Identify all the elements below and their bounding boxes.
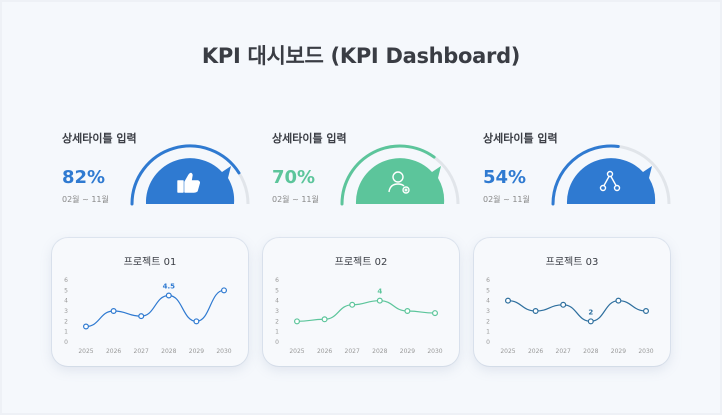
- y-tick-label: 5: [64, 287, 68, 294]
- line-chart: 0 1 2 3 4 5 6 2025 2026 2027 2028 2029 2030 4: [275, 277, 443, 355]
- x-tick-label: 2028: [161, 348, 176, 355]
- y-tick-label: 1: [275, 329, 279, 336]
- project-card-1: 프로젝트 01 0 1 2 3 4 5 6 2025 2026 2027 2028 2029 2030 4…: [52, 238, 248, 366]
- kpi-widget-3: 상세타이틀 입력 54% 02월 ~ 11월: [483, 122, 703, 212]
- data-point: [83, 323, 90, 330]
- y-tick-label: 4: [275, 298, 279, 305]
- kpi-widget-1: 상세타이틀 입력 82% 02월 ~ 11월: [62, 122, 282, 212]
- gauge-progress-arc: [130, 144, 241, 206]
- x-tick-label: 2027: [556, 348, 571, 355]
- y-tick-label: 1: [64, 329, 68, 336]
- x-tick-label: 2026: [317, 348, 332, 355]
- x-tick-label: 2026: [106, 348, 121, 355]
- series-line: [296, 300, 436, 322]
- x-tick-label: 2029: [400, 348, 415, 355]
- chart-title: 프로젝트 02: [334, 257, 388, 268]
- kpi-subtitle: 상세타이틀 입력: [483, 132, 558, 145]
- y-tick-label: 6: [275, 277, 279, 284]
- kpi-widget-2: 상세타이틀 입력 70% 02월 ~ 11월: [272, 122, 492, 212]
- y-tick-label: 2: [275, 318, 279, 325]
- line-chart: 0 1 2 3 4 5 6 2025 2026 2027 2028 2029 2030 2: [486, 277, 654, 355]
- data-point: [643, 307, 650, 314]
- y-tick-label: 2: [486, 318, 490, 325]
- x-tick-label: 2027: [134, 348, 149, 355]
- y-tick-label: 5: [275, 287, 279, 294]
- x-tick-label: 2027: [345, 348, 360, 355]
- x-tick-label: 2029: [189, 348, 204, 355]
- kpi-gauge: [551, 144, 671, 206]
- x-tick-label: 2026: [528, 348, 543, 355]
- thumbs-up-icon: [177, 172, 201, 193]
- x-tick-label: 2025: [500, 348, 515, 355]
- y-tick-label: 0: [486, 339, 490, 346]
- y-tick-label: 6: [64, 277, 68, 284]
- data-label: 2: [588, 308, 593, 316]
- data-point: [138, 313, 145, 320]
- y-tick-label: 0: [275, 339, 279, 346]
- data-label: 4: [377, 288, 382, 296]
- y-tick-label: 3: [486, 308, 490, 315]
- kpi-subtitle: 상세타이틀 입력: [62, 132, 137, 145]
- data-point: [294, 318, 301, 325]
- kpi-percent: 54%: [483, 167, 527, 188]
- gauge-dome: [566, 158, 656, 204]
- page-title: KPI 대시보드 (KPI Dashboard): [201, 44, 521, 68]
- x-tick-label: 2030: [427, 348, 442, 355]
- y-tick-label: 3: [64, 308, 68, 315]
- y-tick-label: 0: [64, 339, 68, 346]
- y-tick-label: 1: [486, 329, 490, 336]
- data-point: [532, 307, 539, 314]
- kpi-percent: 82%: [62, 167, 106, 188]
- data-point: [110, 307, 117, 314]
- kpi-period: 02월 ~ 11월: [62, 195, 109, 204]
- x-tick-label: 2025: [78, 348, 93, 355]
- data-point: [615, 297, 622, 304]
- data-point: [349, 301, 356, 308]
- user-icon: [388, 171, 410, 194]
- x-tick-label: 2030: [216, 348, 231, 355]
- data-point: [404, 307, 411, 314]
- line-chart: 0 1 2 3 4 5 6 2025 2026 2027 2028 2029 2030 4.5: [64, 277, 232, 355]
- kpi-gauge: [340, 144, 460, 206]
- series-line: [85, 289, 225, 328]
- kpi-gauge: [130, 144, 250, 206]
- data-point: [505, 297, 512, 304]
- data-point: [321, 316, 328, 323]
- data-point: [376, 297, 383, 304]
- series-line: [507, 300, 647, 322]
- x-tick-label: 2030: [638, 348, 653, 355]
- data-point: [165, 292, 172, 299]
- x-tick-label: 2028: [583, 348, 598, 355]
- x-tick-label: 2029: [611, 348, 626, 355]
- chart-title: 프로젝트 03: [545, 257, 599, 268]
- y-tick-label: 4: [64, 298, 68, 305]
- gauge-progress-arc: [340, 144, 436, 206]
- network-icon: [599, 170, 621, 192]
- project-card-2: 프로젝트 02 0 1 2 3 4 5 6 2025 2026 2027 2028 2029 2030 4: [263, 238, 459, 366]
- data-point: [221, 287, 228, 294]
- x-tick-label: 2028: [372, 348, 387, 355]
- y-tick-label: 6: [486, 277, 490, 284]
- kpi-period: 02월 ~ 11월: [272, 195, 319, 204]
- y-tick-label: 4: [486, 298, 490, 305]
- kpi-period: 02월 ~ 11월: [483, 195, 530, 204]
- kpi-percent: 70%: [272, 167, 316, 188]
- data-point: [193, 318, 200, 325]
- data-point: [432, 310, 439, 317]
- y-tick-label: 2: [64, 318, 68, 325]
- kpi-subtitle: 상세타이틀 입력: [272, 132, 347, 145]
- y-tick-label: 3: [275, 308, 279, 315]
- gauge-progress-arc: [551, 144, 620, 206]
- data-point: [587, 318, 594, 325]
- x-tick-label: 2025: [289, 348, 304, 355]
- project-card-3: 프로젝트 03 0 1 2 3 4 5 6 2025 2026 2027 2028 2029 2030 2: [474, 238, 670, 366]
- y-tick-label: 5: [486, 287, 490, 294]
- data-point: [560, 301, 567, 308]
- chart-title: 프로젝트 01: [123, 257, 177, 268]
- data-label: 4.5: [163, 283, 176, 291]
